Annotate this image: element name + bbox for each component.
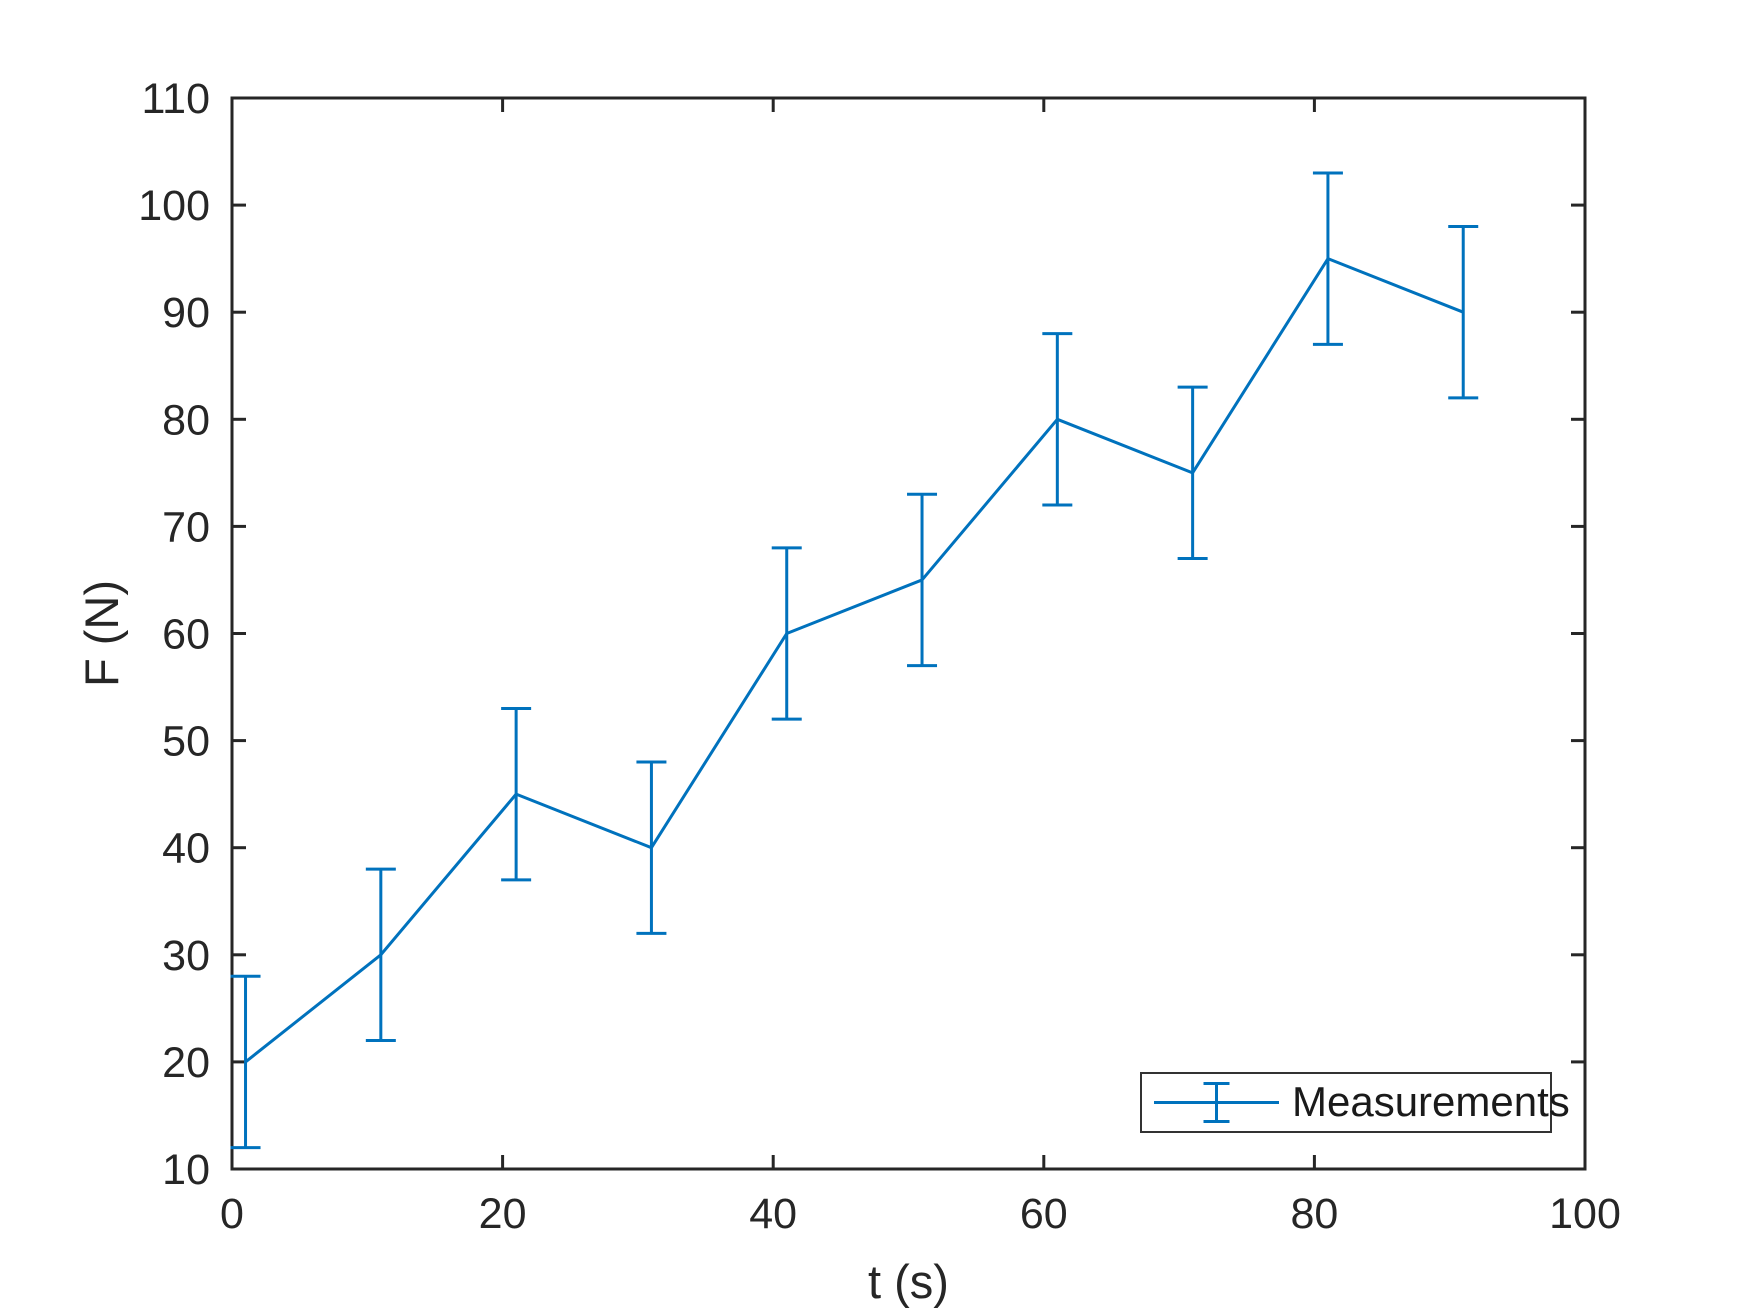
x-tick-label: 100 bbox=[1549, 1190, 1621, 1238]
y-tick-label: 110 bbox=[141, 75, 210, 123]
x-tick-label: 80 bbox=[1290, 1190, 1338, 1238]
y-axis-label: F (N) bbox=[75, 580, 128, 687]
x-tick-label: 60 bbox=[1020, 1190, 1068, 1238]
y-tick-label: 80 bbox=[162, 396, 210, 444]
legend-errorbar-sample-icon bbox=[1154, 1082, 1279, 1123]
y-tick-label: 50 bbox=[162, 718, 210, 766]
data-line bbox=[244, 257, 1464, 1064]
legend[interactable]: Measurements bbox=[1140, 1072, 1570, 1133]
y-tick-label: 100 bbox=[138, 182, 210, 230]
y-tick-label: 60 bbox=[162, 611, 210, 659]
y-tick-label: 70 bbox=[162, 503, 210, 551]
x-tick-label: 20 bbox=[479, 1190, 527, 1238]
y-tick-label: 40 bbox=[162, 825, 210, 873]
x-tick-label: 40 bbox=[749, 1190, 797, 1238]
x-tick-label: 0 bbox=[220, 1190, 244, 1238]
legend-label: Measurements bbox=[1292, 1077, 1570, 1125]
plot-frame bbox=[230, 96, 1587, 1171]
y-tick-label: 10 bbox=[162, 1146, 210, 1194]
y-tick-label: 20 bbox=[162, 1039, 210, 1087]
y-tick-label: 30 bbox=[162, 932, 210, 980]
x-axis-label: t (s) bbox=[868, 1255, 949, 1308]
y-tick-label: 90 bbox=[162, 289, 210, 337]
